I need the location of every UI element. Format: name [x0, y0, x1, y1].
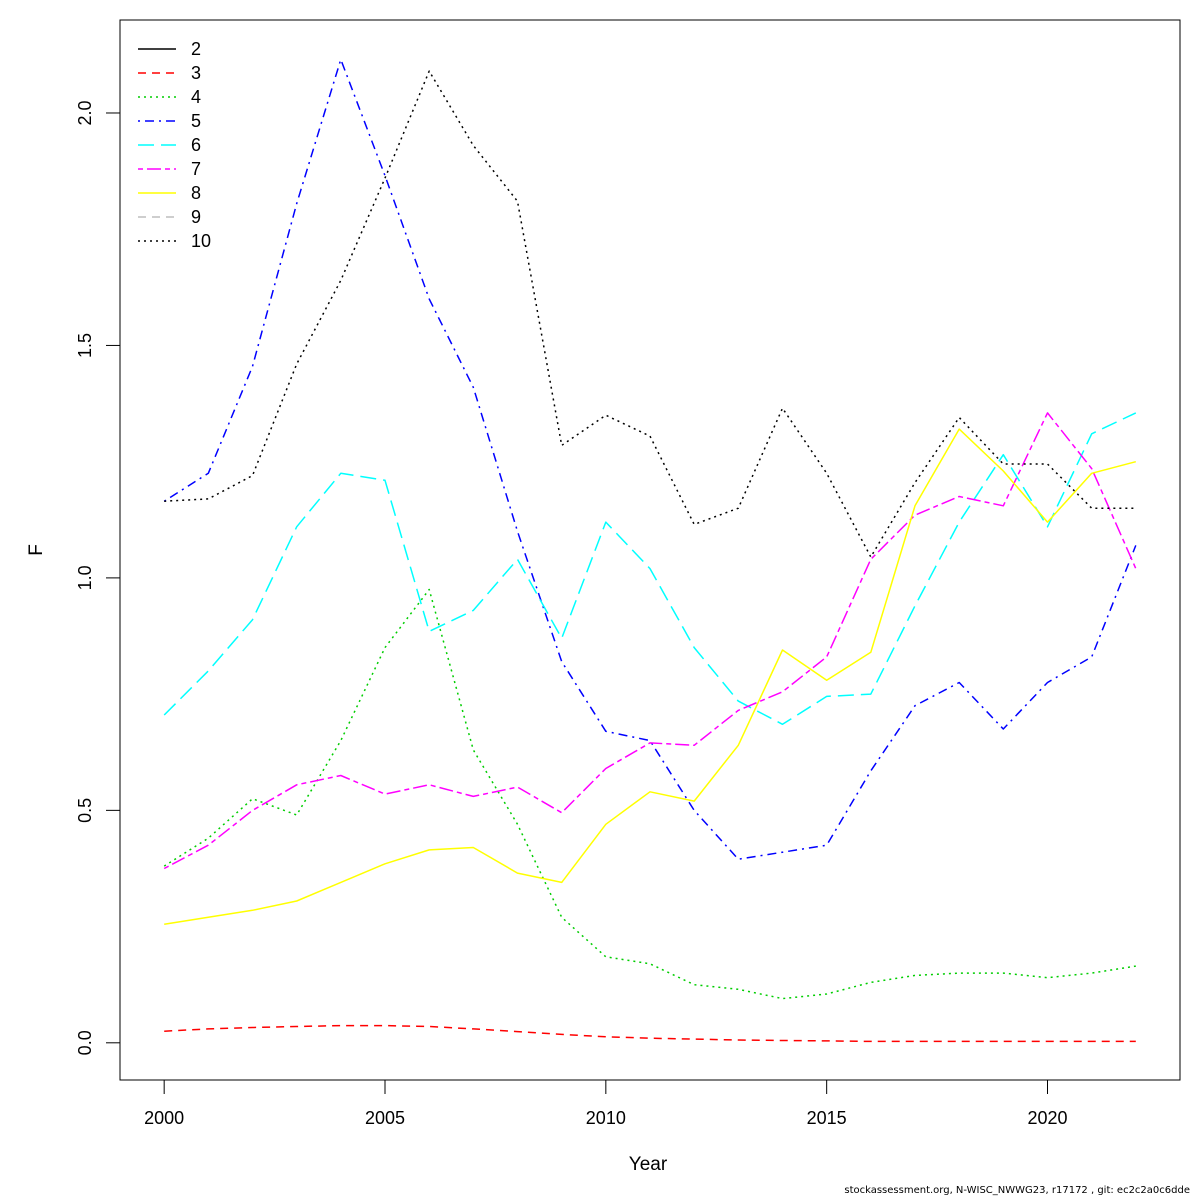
y-tick-label: 0.5	[75, 798, 95, 823]
y-tick-label: 1.0	[75, 565, 95, 590]
series-line-4	[163, 588, 1136, 1000]
series-line-3	[164, 1024, 1136, 1043]
legend-label-7: 7	[191, 159, 201, 179]
y-axis: 0.0 0.5 1.0 1.5 2.0	[75, 100, 121, 1055]
legend-label-8: 8	[191, 183, 201, 203]
y-tick-label: 2.0	[75, 100, 95, 125]
x-tick-label: 2005	[365, 1108, 405, 1128]
legend-label-9: 9	[191, 207, 201, 227]
y-tick-label: 1.5	[75, 333, 95, 358]
y-tick-label: 0.0	[75, 1030, 95, 1055]
legend-label-5: 5	[191, 111, 201, 131]
legend-label-4: 4	[191, 87, 201, 107]
series-line-10	[164, 70, 1136, 558]
plot-frame	[119, 19, 1181, 1081]
legend-label-6: 6	[191, 135, 201, 155]
legend: 2 3 4 5 6 7 8 9 10	[138, 39, 211, 251]
series-line-6	[163, 412, 1137, 726]
legend-label-2: 2	[191, 39, 201, 59]
x-tick-label: 2020	[1027, 1108, 1067, 1128]
legend-label-3: 3	[191, 63, 201, 83]
x-axis: 2000 2005 2010 2015 2020	[144, 1079, 1068, 1128]
x-tick-label: 2015	[807, 1108, 847, 1128]
x-tick-label: 2000	[144, 1108, 184, 1128]
y-axis-label: F	[26, 544, 47, 556]
series-layer	[163, 58, 1137, 1043]
legend-label-10: 10	[191, 231, 211, 251]
series-line-8	[164, 428, 1136, 926]
footer-credit: stockassessment.org, N-WISC_NWWG23, r171…	[844, 1185, 1190, 1196]
series-line-5	[163, 58, 1137, 860]
series-line-7	[163, 412, 1137, 870]
x-axis-label: Year	[629, 1154, 668, 1175]
x-tick-label: 2010	[586, 1108, 626, 1128]
